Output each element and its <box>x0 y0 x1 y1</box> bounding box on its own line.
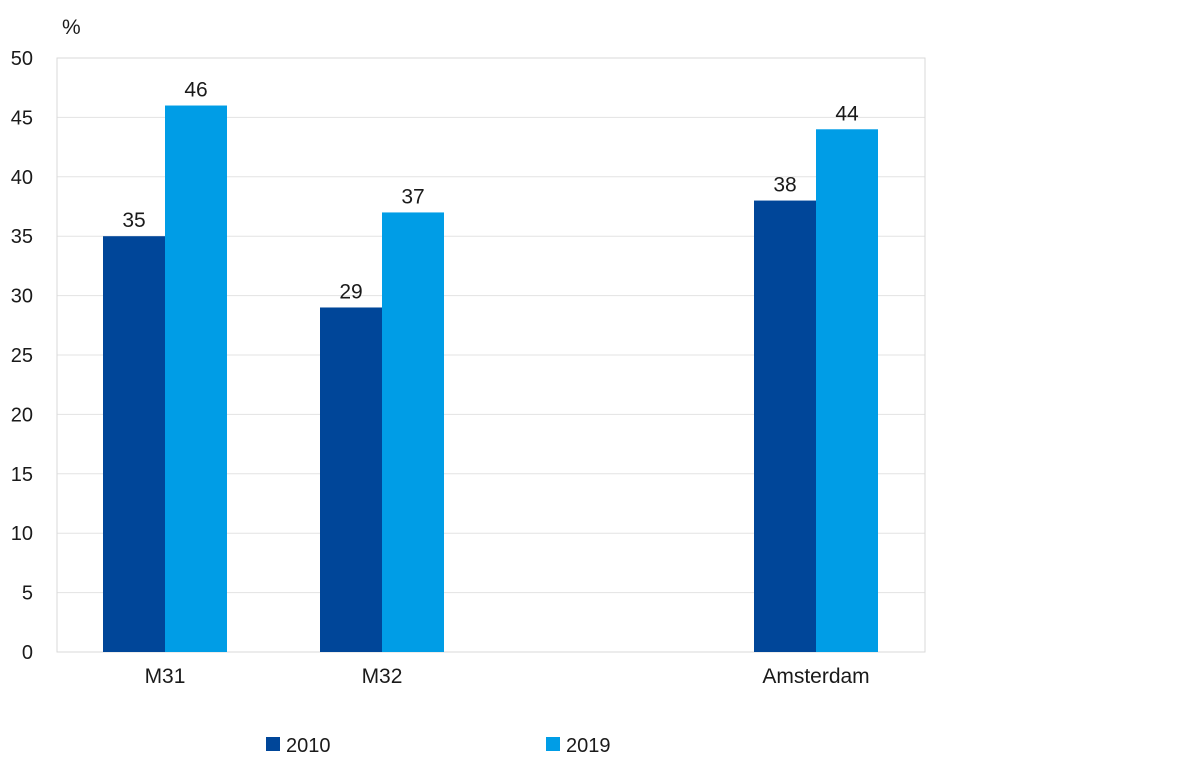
legend-swatch-2019 <box>546 737 560 751</box>
y-tick-label: 10 <box>11 523 33 545</box>
plot-frame <box>56 57 926 653</box>
data-labels: 35 46 29 37 38 44 <box>122 79 859 304</box>
bar-2010-M32 <box>320 307 382 652</box>
legend-label: 2010 <box>286 735 331 757</box>
y-tick-label: 15 <box>11 464 33 486</box>
y-axis-unit-label: % <box>62 16 81 39</box>
data-label: 35 <box>122 209 145 232</box>
y-tick-label: 25 <box>11 345 33 367</box>
x-category-label: Amsterdam <box>762 665 869 688</box>
bars <box>103 105 878 652</box>
y-tick-label: 50 <box>11 48 33 70</box>
x-category-label: M32 <box>362 665 403 688</box>
bar-2019-M32 <box>382 212 444 652</box>
y-tick-label: 0 <box>22 642 33 664</box>
legend-swatch-2010 <box>266 737 280 751</box>
y-tick-label: 40 <box>11 167 33 189</box>
y-tick-label: 30 <box>11 286 33 308</box>
data-label: 38 <box>773 174 796 197</box>
y-tick-label: 35 <box>11 226 33 248</box>
bar-2019-M31 <box>165 105 227 652</box>
data-label: 44 <box>835 102 859 125</box>
y-tick-label: 45 <box>11 107 33 129</box>
y-tick-label: 5 <box>22 583 33 605</box>
data-label: 46 <box>184 79 207 102</box>
y-tick-label: 20 <box>11 404 33 426</box>
bar-2010-Amsterdam <box>754 200 816 652</box>
legend-label: 2019 <box>566 735 611 757</box>
data-label: 37 <box>401 185 424 208</box>
bar-2010-M31 <box>103 236 165 652</box>
data-label: 29 <box>339 280 362 303</box>
bar-2019-Amsterdam <box>816 129 878 652</box>
y-axis-ticks: 0 5 10 15 20 25 30 35 40 45 50 <box>11 48 33 664</box>
legend: 2010 2019 <box>266 735 611 757</box>
x-axis-categories: M31 M32 Amsterdam <box>145 665 870 688</box>
x-category-label: M31 <box>145 665 186 688</box>
